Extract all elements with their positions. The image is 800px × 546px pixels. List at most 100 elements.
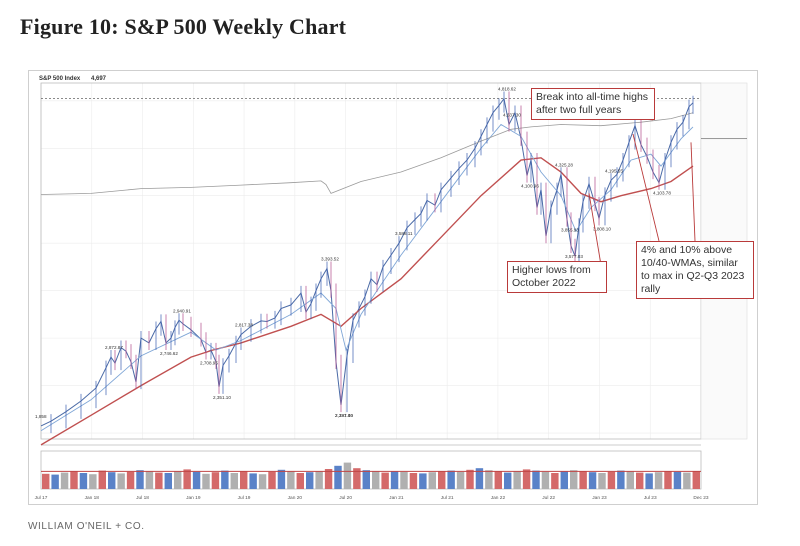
ma10-line [40,123,694,432]
volume-bar [42,473,50,489]
price-label: 4,325.28 [555,162,573,167]
volume-bar [362,470,370,489]
price-label: 2,191.86 [335,413,353,418]
x-tick-label: Jul 23 [644,495,657,501]
callout-wma-extension: 4% and 10% above 10/40-WMAs, similar to … [636,241,754,299]
x-tick-label: Jul 22 [542,495,555,501]
x-tick-label: Jan 21 [389,495,404,501]
volume-bar [268,471,276,489]
volume-bar [692,471,700,489]
volume-bar [145,471,154,489]
volume-bar [381,472,389,489]
volume-bar [541,471,550,489]
volume-bar [296,473,304,489]
volume-bar [532,470,540,489]
volume-bar [617,470,625,489]
volume-bar [211,472,220,489]
x-axis-labels: Jul 17 Jan 18 Jul 18 Jan 19 Jul 19 Jan 20 Jul … [35,495,709,501]
volume-bar [428,472,436,489]
volume-bar [598,473,606,489]
volume-bar [494,471,502,489]
volume-bar [183,469,191,489]
volume-bar [60,472,69,489]
price-label: 4,100.96 [521,184,539,189]
volume-bar [126,471,135,489]
callout-all-time-highs: Break into all-time highs after two full… [531,88,655,120]
price-label: 2,940.91 [173,308,191,313]
arrow-higher-lows [588,193,602,266]
x-tick-label: Jan 22 [491,495,506,501]
volume-bar [636,472,644,489]
x-tick-label: Jan 20 [288,495,303,501]
volume-bar [202,473,210,489]
price-label: 3,577.03 [565,254,583,259]
volume-bar [522,469,531,489]
volume-bars [41,462,701,489]
volume-bar [108,472,116,489]
volume-bar [136,470,144,489]
volume-bar [249,473,257,489]
volume-bar [560,471,568,489]
volume-bar [51,474,59,489]
x-tick-label: Jan 19 [186,495,201,501]
volume-bar [372,471,380,489]
x-tick-label: Jan 18 [85,495,100,501]
volume-bar [456,471,465,489]
chart-header: S&P 500 Index [39,76,81,82]
volume-bar [334,465,342,489]
price-label: 2,708.95 [200,360,218,365]
price-label: 3,855.93 [561,227,579,232]
volume-bar [485,470,493,489]
volume-bar [390,471,399,489]
source-credit: WILLIAM O'NEIL + CO. [28,521,145,532]
price-label: 2,872.87 [105,345,123,350]
price-label: 2,817.38 [235,323,253,328]
price-label: 3,393.52 [321,257,339,262]
price-label: 4,818.62 [498,87,516,92]
volume-bar [164,473,172,489]
x-tick-label: Jul 18 [136,495,149,501]
price-label: 2,746.62 [160,351,178,356]
volume-bar [579,471,587,489]
x-tick-label: Jul 21 [441,495,454,501]
sp500-weekly-chart: 2,872.87 2,940.91 2,817.38 3,393.52 2,351.10… [29,71,757,504]
price-label: 2,351.10 [213,395,231,400]
volume-bar [287,471,295,489]
volume-bar [588,472,597,489]
x-tick-label: Dec 23 [693,495,709,501]
volume-bar [400,471,408,489]
volume-bar [192,471,201,489]
volume-bar [447,470,455,489]
volume-bar [654,472,663,489]
x-tick-label: Jul 20 [339,495,352,501]
series-lines [40,91,694,446]
price-label: 4,195.55 [605,168,623,173]
volume-bar [89,474,97,489]
volume-bar [306,472,314,489]
volume-bar [98,470,106,489]
chart-panel: 2,872.87 2,940.91 2,817.38 3,393.52 2,351.10… [28,70,758,505]
x-tick-label: Jul 17 [35,495,48,501]
callout-higher-lows: Higher lows from October 2022 [507,261,607,293]
volume-bar [315,471,323,489]
volume-bar [174,471,182,489]
volume-bar [277,469,286,489]
volume-bar [504,472,512,489]
price-label: 4,103.78 [653,191,671,196]
volume-bar [664,471,672,489]
volume-bar [607,471,616,489]
volume-bar [240,471,248,489]
price-label: 3,588.11 [395,231,413,236]
chart-header-value: 4,697 [91,76,107,82]
volume-bar [258,474,267,489]
volume-bar [324,469,333,489]
volume-bar [645,473,653,489]
volume-bar [70,471,78,489]
rs-line [40,112,694,195]
volume-bar [221,470,229,489]
volume-bar [155,472,163,489]
annotation-arrows [588,118,696,266]
volume-bar [230,473,238,489]
arrow-wma-extension-1 [632,133,660,242]
volume-bar [466,469,474,489]
